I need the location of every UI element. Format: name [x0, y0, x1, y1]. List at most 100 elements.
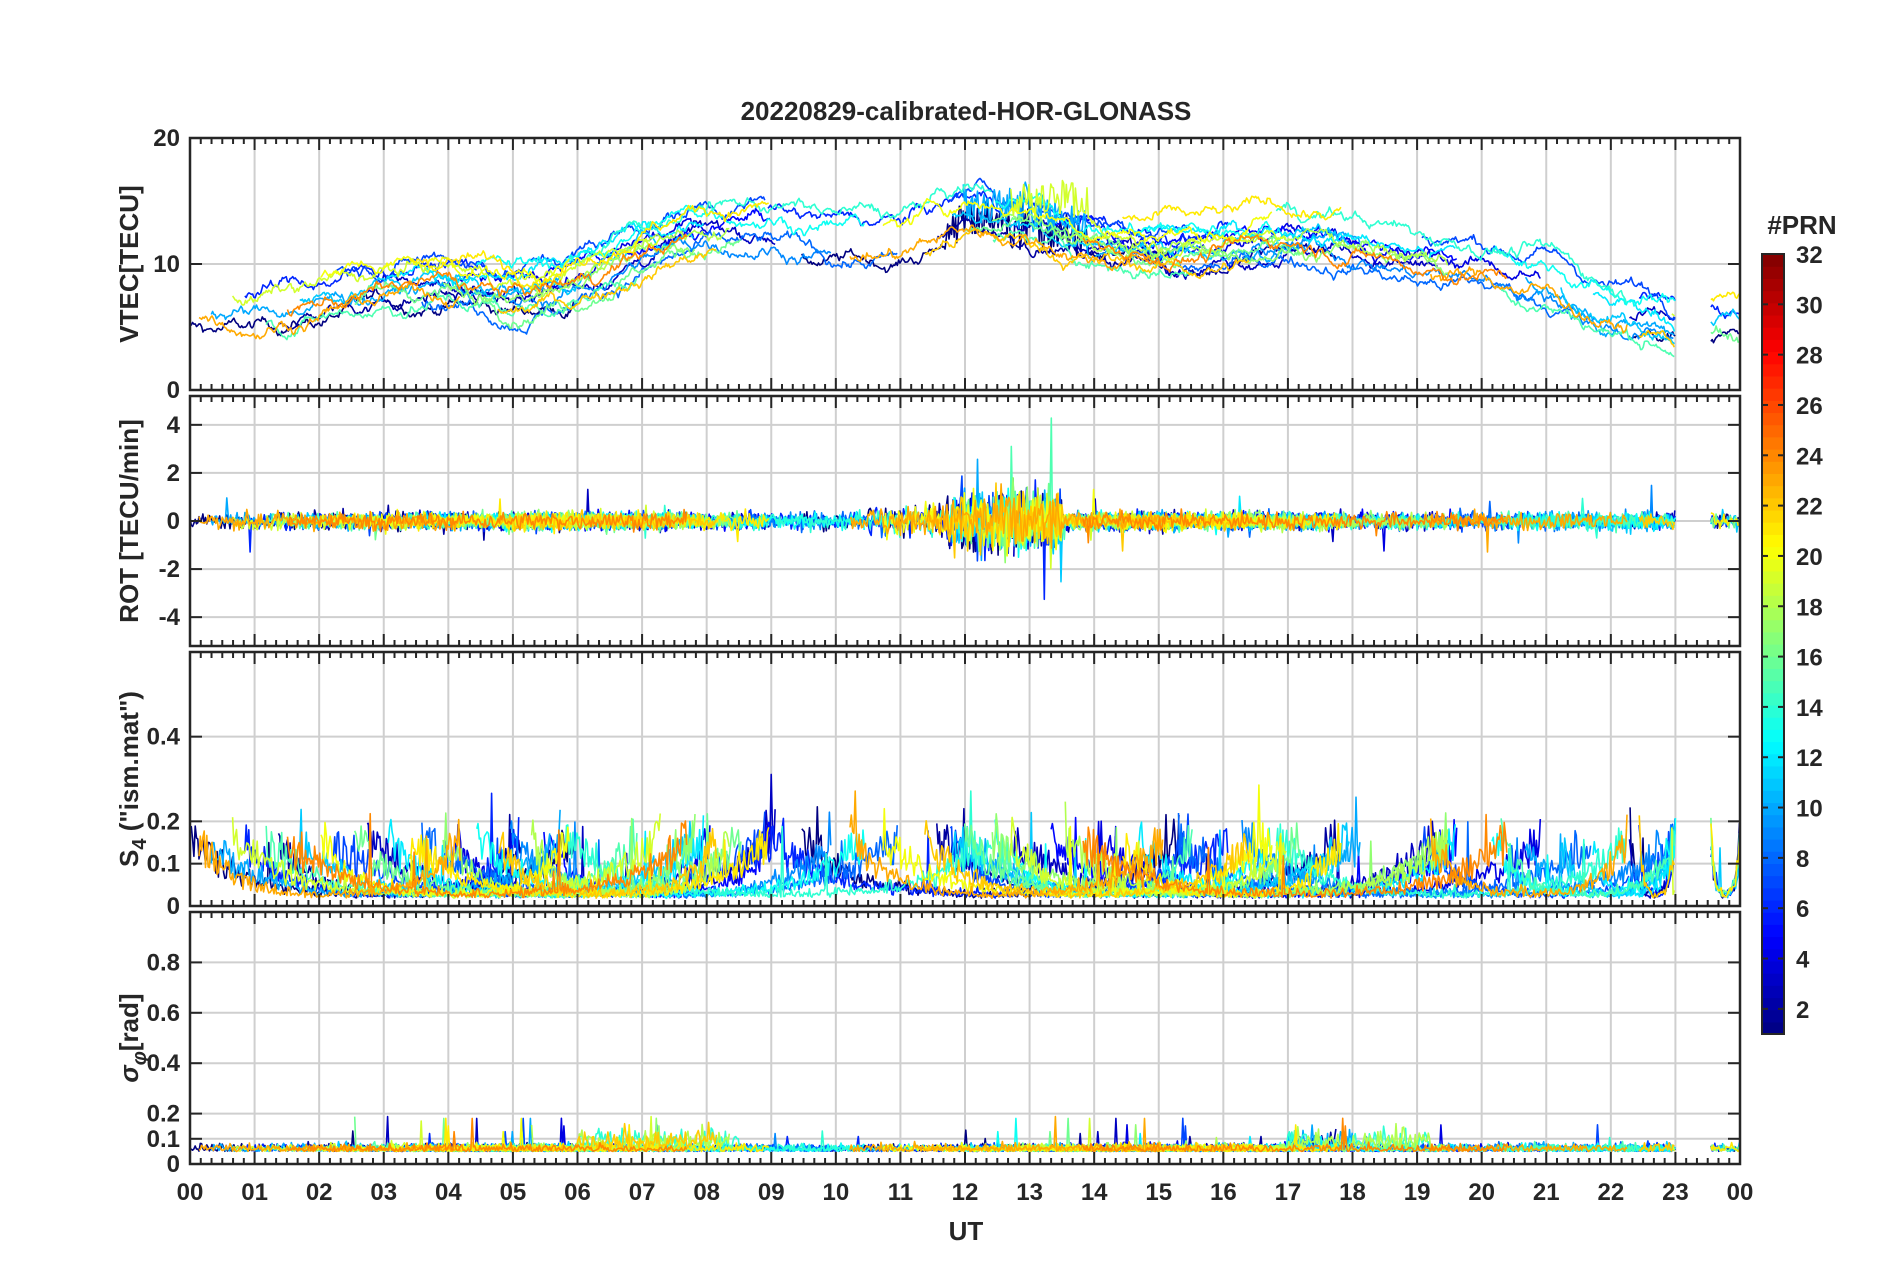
- x-tick-label: 12: [952, 1179, 979, 1206]
- colorbar-segment: [1762, 692, 1784, 706]
- x-tick-label: 03: [370, 1179, 397, 1206]
- chart-title: 20220829-calibrated-HOR-GLONASS: [741, 96, 1192, 126]
- colorbar-tick-label: 2: [1796, 997, 1809, 1024]
- s4-series-prn-19: [1671, 827, 1676, 896]
- x-tick-label: 14: [1081, 1179, 1108, 1206]
- rot-series-prn-23: [1429, 508, 1628, 553]
- sigma_phi-y-tick-label: 0: [167, 1151, 180, 1178]
- vtec-series-prn-20: [320, 255, 570, 286]
- sigma_phi-series-prn-24: [286, 1117, 688, 1153]
- rot-series-prn-23: [849, 483, 1164, 549]
- colorbar-segment: [1762, 558, 1784, 572]
- colorbar-segment: [1762, 985, 1784, 999]
- rot-y-tick-label: -4: [159, 604, 181, 631]
- vtec-series-prn-23: [198, 280, 461, 340]
- panel-s4: 0 0.1 0.2 0.4S4 ("ism.mat"): [114, 650, 1742, 920]
- vtec-series-prn-4: [1092, 222, 1541, 281]
- x-tick-label: 07: [629, 1179, 656, 1206]
- colorbar-tick-label: 12: [1796, 745, 1823, 772]
- colorbar-segment: [1762, 924, 1784, 938]
- x-tick-label: 10: [822, 1179, 849, 1206]
- vtec-series-prn-24: [286, 233, 688, 317]
- vtec-series-prn-18: [531, 227, 730, 298]
- sigma_phi-y-tick-label: 0.8: [147, 949, 180, 976]
- colorbar-segment: [1762, 388, 1784, 401]
- x-tick-label: 20: [1468, 1179, 1495, 1206]
- colorbar-tick-label: 20: [1796, 544, 1823, 571]
- colorbar-segment: [1762, 778, 1784, 791]
- colorbar-segment: [1762, 997, 1784, 1011]
- colorbar-segment: [1762, 485, 1784, 499]
- colorbar-segment: [1762, 753, 1784, 767]
- s4-y-tick-label: 0.2: [147, 808, 180, 835]
- colorbar-segment: [1762, 960, 1784, 974]
- colorbar-tick-label: 16: [1796, 645, 1823, 672]
- colorbar-segment: [1762, 522, 1784, 535]
- sigma_phi-y-tick-label: 0.4: [147, 1050, 181, 1077]
- s4-series-prn-9: [1241, 820, 1675, 899]
- vtec-series-prn-13: [476, 204, 865, 269]
- colorbar-segment: [1762, 302, 1784, 316]
- vtec-y-tick-label: 20: [153, 125, 180, 152]
- x-tick-label: 15: [1145, 1179, 1172, 1206]
- x-tick-label: 00: [1727, 1179, 1754, 1206]
- s4-y-tick-label: 0.1: [147, 851, 180, 878]
- sigma_phi-series-prn-23: [849, 1115, 1164, 1153]
- vtec-series-prn-24: [1082, 234, 1508, 286]
- rot-series-prn-14: [564, 496, 993, 548]
- x-tick-label: 02: [306, 1179, 333, 1206]
- colorbar-tick-label: 26: [1796, 393, 1823, 420]
- colorbar-segment: [1762, 680, 1784, 694]
- colorbar-segment: [1762, 729, 1784, 743]
- vtec-y-tick-label: 0: [167, 377, 180, 404]
- colorbar-segment: [1762, 704, 1784, 718]
- rot-y-tick-label: 4: [167, 412, 181, 439]
- vtec-series-prn-15: [265, 277, 638, 341]
- vtec-series-prn-21: [1710, 291, 1740, 302]
- x-tick-label: 19: [1404, 1179, 1431, 1206]
- colorbar-segment: [1762, 570, 1784, 584]
- s4-series-prn-14: [1275, 823, 1628, 899]
- rot-series-prn-24: [286, 508, 688, 533]
- vtec-series-prn-16: [964, 214, 1301, 269]
- colorbar-segment: [1762, 1021, 1784, 1035]
- colorbar-frame: [1761, 253, 1785, 1035]
- vtec-series-prn-17: [991, 213, 1449, 277]
- s4-series-prn-24: [286, 812, 688, 899]
- colorbar-segment: [1762, 973, 1784, 986]
- colorbar-segment: [1762, 497, 1784, 511]
- x-tick-label: 05: [500, 1179, 527, 1206]
- sigma_phi-series-prn-13: [1491, 1142, 1677, 1153]
- vtec-series-prn-22: [1638, 329, 1675, 348]
- vtec-series-prn-16: [1710, 325, 1740, 343]
- colorbar-segment: [1762, 851, 1784, 864]
- s4-series-prn-23: [1429, 814, 1628, 898]
- s4-series-prn-23: [198, 818, 461, 899]
- sigma_phi-y-axis-label: σφ[rad]: [114, 993, 151, 1082]
- colorbar-segment: [1762, 826, 1784, 840]
- colorbar-segment: [1762, 473, 1784, 487]
- colorbar-segment: [1762, 400, 1784, 414]
- colorbar-segment: [1762, 875, 1784, 889]
- colorbar-segment: [1762, 339, 1784, 353]
- vtec-series-prn-15: [1500, 289, 1675, 358]
- colorbar-tick-label: 18: [1796, 594, 1823, 621]
- vtec-series-prn-18: [1064, 227, 1449, 266]
- colorbar-segment: [1762, 790, 1784, 804]
- colorbar-segment: [1762, 802, 1784, 816]
- sigma_phi-series-prn-24: [1082, 1117, 1508, 1153]
- sigma_phi-series-prn-22: [1638, 1142, 1675, 1152]
- colorbar-segment: [1762, 278, 1784, 292]
- x-axis-label: UT: [949, 1216, 984, 1246]
- colorbar-segment: [1762, 327, 1784, 340]
- colorbar-tick-label: 14: [1796, 695, 1823, 722]
- vtec-series-prn-7: [950, 177, 1190, 240]
- x-tick-label: 22: [1597, 1179, 1624, 1206]
- s4-series-prn-12: [1592, 830, 1676, 898]
- rot-y-axis-label: ROT [TECU/min]: [114, 419, 144, 623]
- x-tick-label: 01: [241, 1179, 268, 1206]
- rot-series-group: [190, 417, 1740, 601]
- sigma_phi-series-prn-21: [1710, 1141, 1740, 1153]
